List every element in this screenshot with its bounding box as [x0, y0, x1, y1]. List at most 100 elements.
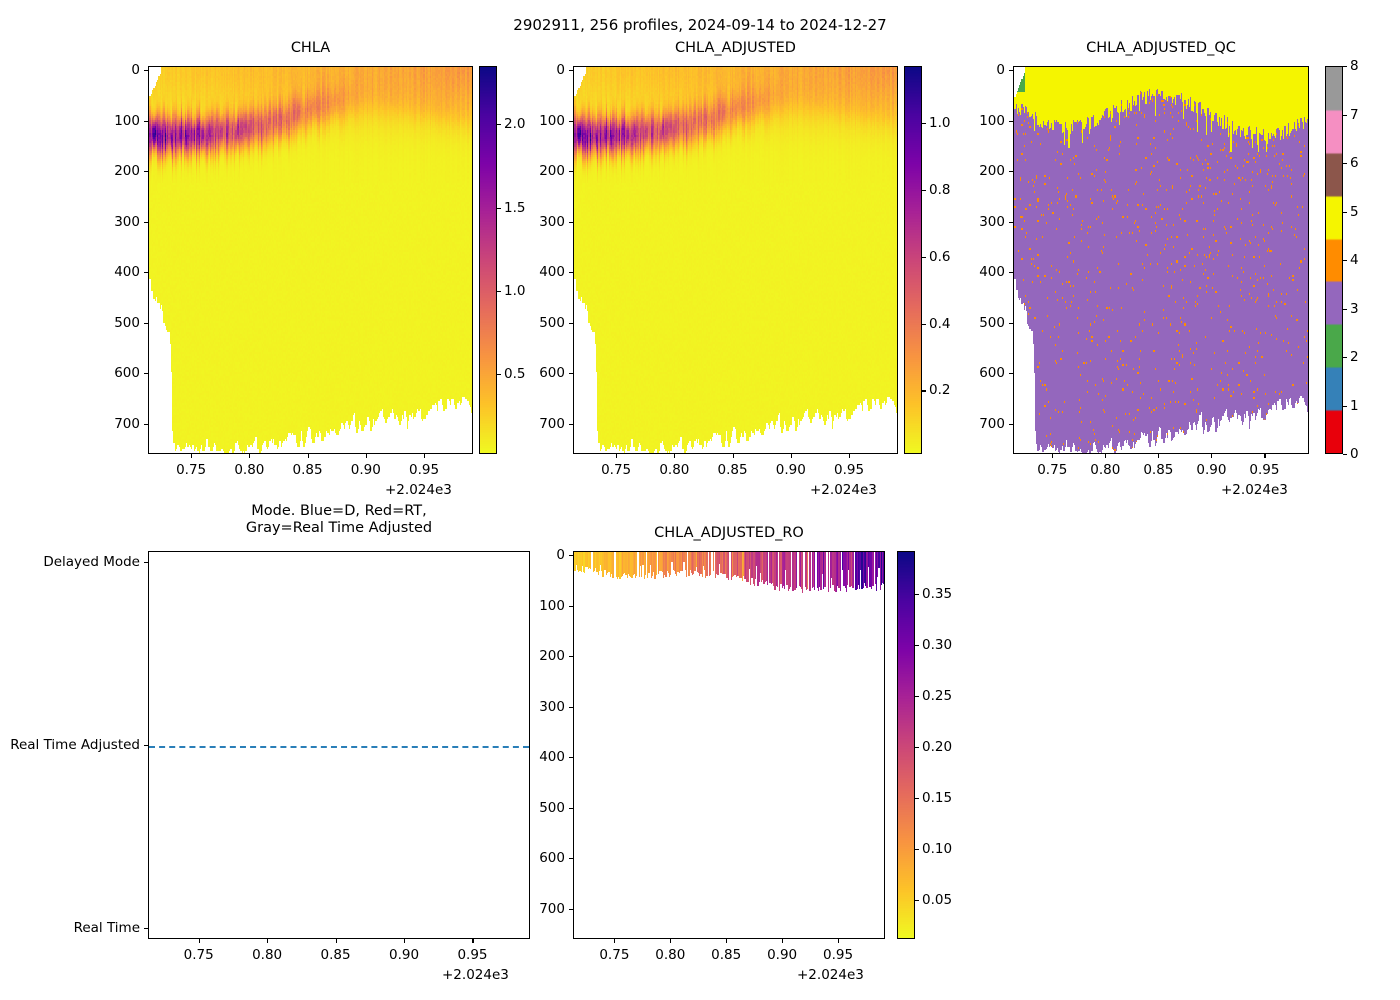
ytick-mark-chla_adjusted-3 — [569, 221, 573, 223]
ytick-label-chla_adjusted-4: 400 — [539, 264, 565, 281]
ytick-mark-mode-2 — [144, 928, 148, 930]
plot-area-chla_adjusted[interactable] — [573, 66, 898, 454]
x-offset-label-mode: +2.024e3 — [442, 967, 509, 983]
ytick-label-chla_adjusted-0: 0 — [556, 62, 565, 79]
ytick-mark-chla_adjusted_ro-1 — [569, 605, 573, 607]
ytick-label-chla-1: 100 — [114, 112, 140, 129]
colorbar-tick-chla_adjusted_qc-4: 4 — [1350, 252, 1359, 268]
ytick-label-chla_adjusted-3: 300 — [539, 213, 565, 230]
ytick-label-chla_adjusted_qc-2: 200 — [979, 163, 1005, 180]
ytick-label-chla_adjusted_ro-3: 300 — [539, 698, 565, 715]
panel-title-mode: Mode. Blue=D, Red=RT, Gray=Real Time Adj… — [245, 503, 433, 537]
colorbar-tickmark-chla_adjusted_qc-1 — [1343, 405, 1347, 407]
panel-title-chla_adjusted_qc: CHLA_ADJUSTED_QC — [1086, 40, 1236, 56]
colorbar-tick-chla_adjusted-4: 1.0 — [929, 114, 951, 131]
xtick-mark-chla_adjusted-4 — [849, 454, 851, 458]
ytick-mark-chla-7 — [144, 423, 148, 425]
plot-area-mode[interactable] — [148, 551, 530, 939]
colorbar-tick-chla_adjusted_ro-1: 0.10 — [922, 841, 953, 858]
xtick-label-chla_adjusted_ro-4: 0.95 — [823, 947, 854, 963]
colorbar-tickmark-chla_adjusted_ro-6 — [915, 593, 919, 595]
colorbar-tick-chla_adjusted_ro-3: 0.20 — [922, 739, 953, 756]
ytick-label-chla_adjusted-5: 500 — [539, 314, 565, 331]
colorbar-tickmark-chla_adjusted-3 — [922, 189, 926, 191]
xtick-mark-chla_adjusted-1 — [674, 454, 676, 458]
panel-title-chla_adjusted: CHLA_ADJUSTED — [675, 40, 796, 56]
colorbar-gradient-chla — [480, 67, 496, 453]
x-offset-label-chla_adjusted_qc: +2.024e3 — [1221, 482, 1288, 498]
ytick-mark-chla-1 — [144, 120, 148, 122]
colorbar-tick-chla_adjusted_qc-8: 8 — [1350, 58, 1359, 74]
ytick-label-chla_adjusted_qc-1: 100 — [979, 112, 1005, 129]
colorbar-chla_adjusted — [904, 66, 922, 454]
ytick-label-chla_adjusted-6: 600 — [539, 365, 565, 382]
colorbar-tick-chla-0: 0.5 — [504, 366, 526, 383]
ytick-label-chla_adjusted_qc-6: 600 — [979, 365, 1005, 382]
colorbar-tickmark-chla_adjusted_qc-3 — [1343, 308, 1347, 310]
xtick-mark-chla_adjusted_ro-3 — [782, 939, 784, 943]
panel-title-chla_adjusted_ro: CHLA_ADJUSTED_RO — [654, 525, 804, 541]
xtick-label-chla_adjusted_qc-2: 0.85 — [1143, 462, 1174, 478]
colorbar-tickmark-chla_adjusted-1 — [922, 323, 926, 325]
panel-title-chla: CHLA — [290, 40, 331, 56]
ytick-label-chla_adjusted_qc-4: 400 — [979, 264, 1005, 281]
colorbar-tick-chla-3: 2.0 — [504, 116, 526, 133]
xtick-mark-chla-1 — [249, 454, 251, 458]
ytick-label-mode-1: Real Time Adjusted — [10, 737, 140, 753]
xtick-mark-chla_adjusted_qc-0 — [1052, 454, 1054, 458]
ytick-mark-chla_adjusted-5 — [569, 322, 573, 324]
colorbar-tick-chla_adjusted_qc-2: 2 — [1350, 349, 1359, 365]
heatmap-chla_adjusted_ro — [574, 552, 884, 938]
xtick-mark-chla-0 — [191, 454, 193, 458]
xtick-mark-chla_adjusted_qc-3 — [1211, 454, 1213, 458]
colorbar-tickmark-chla-2 — [497, 207, 501, 209]
xtick-mark-chla_adjusted_ro-4 — [838, 939, 840, 943]
xtick-label-mode-1: 0.80 — [252, 947, 283, 963]
figure-suptitle: 2902911, 256 profiles, 2024-09-14 to 202… — [513, 16, 887, 34]
ytick-mark-chla_adjusted_qc-6 — [1009, 373, 1013, 375]
ytick-mark-chla_adjusted_qc-0 — [1009, 70, 1013, 72]
ytick-mark-chla-2 — [144, 171, 148, 173]
colorbar-tick-chla_adjusted_qc-7: 7 — [1350, 106, 1359, 123]
ytick-mark-chla_adjusted_qc-2 — [1009, 171, 1013, 173]
plot-area-chla_adjusted_ro[interactable] — [573, 551, 885, 939]
ytick-mark-chla_adjusted_ro-7 — [569, 908, 573, 910]
ytick-label-chla_adjusted_ro-7: 700 — [539, 900, 565, 917]
xtick-mark-mode-3 — [404, 939, 406, 943]
xtick-mark-chla-2 — [307, 454, 309, 458]
colorbar-tickmark-chla_adjusted_ro-0 — [915, 900, 919, 902]
ytick-label-chla_adjusted_ro-0: 0 — [556, 547, 565, 564]
xtick-label-chla_adjusted_qc-1: 0.80 — [1090, 462, 1121, 478]
colorbar-tickmark-chla_adjusted_qc-8 — [1343, 66, 1347, 68]
plot-area-chla[interactable] — [148, 66, 473, 454]
ytick-label-chla_adjusted-1: 100 — [539, 112, 565, 129]
colorbar-tickmark-chla_adjusted-0 — [922, 390, 926, 392]
colorbar-tickmark-chla_adjusted_ro-1 — [915, 849, 919, 851]
xtick-label-chla_adjusted_ro-2: 0.85 — [711, 947, 742, 963]
colorbar-tickmark-chla_adjusted_qc-7 — [1343, 114, 1347, 116]
ytick-mark-chla-5 — [144, 322, 148, 324]
colorbar-tickmark-chla_adjusted_qc-4 — [1343, 260, 1347, 262]
xtick-mark-chla_adjusted_ro-1 — [670, 939, 672, 943]
x-offset-label-chla_adjusted: +2.024e3 — [810, 482, 877, 498]
xtick-mark-chla_adjusted-0 — [616, 454, 618, 458]
ytick-label-chla-7: 700 — [114, 415, 140, 432]
colorbar-tickmark-chla_adjusted_ro-4 — [915, 695, 919, 698]
colorbar-tick-chla_adjusted_qc-3: 3 — [1350, 300, 1359, 317]
xtick-label-mode-2: 0.85 — [320, 947, 351, 963]
xtick-label-chla-0: 0.75 — [176, 462, 207, 478]
xtick-label-chla_adjusted_qc-0: 0.75 — [1037, 462, 1068, 478]
colorbar-tick-chla_adjusted_qc-1: 1 — [1350, 397, 1359, 414]
ytick-label-chla_adjusted_qc-5: 500 — [979, 314, 1005, 331]
plot-area-chla_adjusted_qc[interactable] — [1013, 66, 1309, 454]
colorbar-tickmark-chla_adjusted_ro-3 — [915, 747, 919, 749]
ytick-mark-chla_adjusted-0 — [569, 70, 573, 72]
colorbar-tickmark-chla-1 — [497, 290, 501, 292]
xtick-label-mode-3: 0.90 — [389, 947, 420, 963]
ytick-mark-chla_adjusted_qc-4 — [1009, 272, 1013, 274]
colorbar-gradient-chla_adjusted — [905, 67, 921, 453]
ytick-label-chla_adjusted_qc-0: 0 — [996, 62, 1005, 79]
ytick-label-chla_adjusted_qc-7: 700 — [979, 415, 1005, 432]
ytick-label-chla-2: 200 — [114, 163, 140, 180]
